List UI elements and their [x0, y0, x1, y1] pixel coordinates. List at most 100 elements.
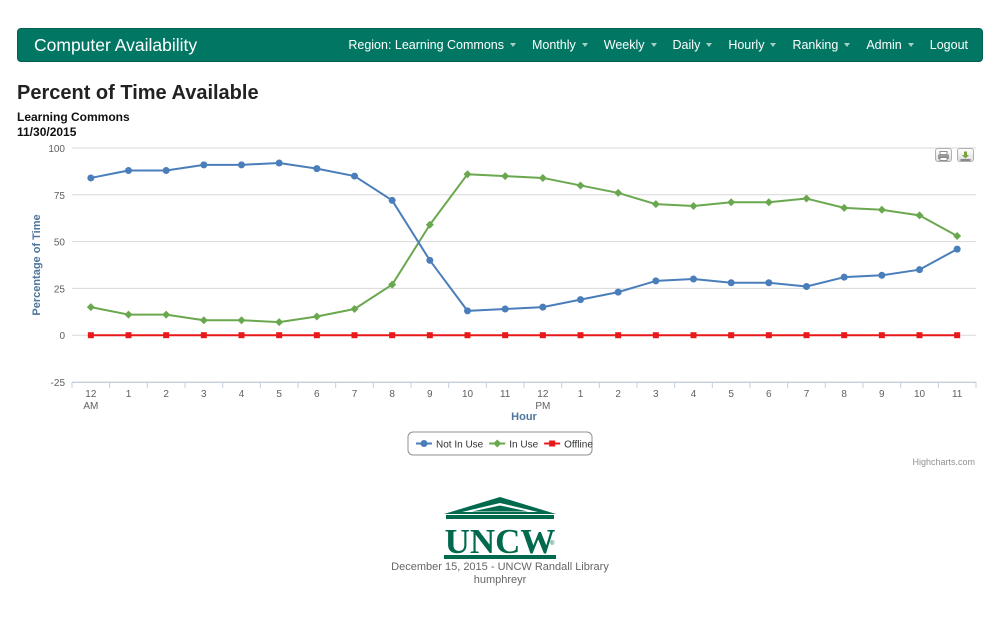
x-tick-label: 1	[578, 389, 584, 400]
data-point	[916, 332, 923, 339]
data-point	[163, 332, 170, 339]
data-point	[840, 203, 849, 212]
data-point	[312, 312, 321, 321]
data-point	[87, 174, 95, 182]
nav-weekly-label: Weekly	[603, 38, 645, 52]
data-point	[388, 280, 397, 289]
top-navbar: Computer Availability Region: Learning C…	[17, 28, 983, 62]
data-point	[426, 332, 433, 339]
data-point	[275, 318, 284, 327]
x-tick-label: 3	[653, 389, 659, 400]
report-date: 11/30/2015	[17, 125, 77, 139]
data-point	[841, 332, 848, 339]
x-tick-label: 8	[841, 389, 847, 400]
x-tick-label: 9	[427, 389, 433, 400]
data-point	[351, 332, 358, 339]
data-point	[727, 279, 735, 287]
nav-hourly-dropdown[interactable]: Hourly	[728, 38, 777, 52]
nav-weekly-dropdown[interactable]: Weekly	[604, 38, 657, 52]
y-tick-label: 100	[48, 144, 65, 155]
legend-label[interactable]: Not In Use	[436, 440, 484, 451]
data-point	[238, 161, 245, 169]
data-point	[690, 332, 697, 339]
data-point	[237, 316, 246, 325]
y-tick-label: 25	[54, 284, 66, 295]
app-brand[interactable]: Computer Availability	[34, 35, 198, 55]
logo-wordmark: UNCW	[445, 522, 556, 561]
data-point	[464, 332, 471, 339]
data-point	[916, 266, 923, 274]
x-tick-label: 6	[314, 389, 320, 400]
nav-admin-dropdown[interactable]: Admin	[866, 38, 914, 52]
export-chart-button[interactable]	[957, 148, 974, 162]
uncw-logo: UNCW ®	[444, 497, 556, 561]
data-point	[727, 198, 736, 207]
data-point	[802, 194, 811, 203]
data-point	[388, 196, 396, 204]
nav-daily-dropdown[interactable]: Daily	[673, 38, 713, 52]
data-point	[200, 332, 207, 339]
nav-logout-link[interactable]: Logout	[930, 38, 968, 52]
caret-down-icon	[770, 43, 777, 47]
x-tick-label: 2	[163, 389, 169, 400]
nav-monthly-dropdown[interactable]: Monthly	[532, 38, 588, 52]
data-point	[162, 166, 170, 174]
printer-icon	[938, 151, 949, 161]
data-point	[124, 310, 133, 319]
nav-monthly-label: Monthly	[531, 38, 576, 52]
region-subtitle: Learning Commons	[17, 110, 130, 124]
data-point	[577, 332, 584, 339]
x-tick-label: 5	[276, 389, 282, 400]
nav-admin-label: Admin	[866, 38, 902, 52]
data-point	[200, 161, 208, 169]
legend-label[interactable]: Offline	[564, 440, 593, 451]
x-tick-label: 1	[126, 389, 132, 400]
data-point	[275, 159, 283, 167]
x-tick-label: 8	[389, 389, 395, 400]
data-point	[953, 231, 962, 240]
nav-region-label: Region: Learning Commons	[348, 38, 504, 52]
x-tick-label: 7	[352, 389, 358, 400]
nav-region-dropdown[interactable]: Region: Learning Commons	[348, 38, 516, 52]
data-point	[728, 332, 735, 339]
x-tick-label: 4	[239, 389, 245, 400]
data-point	[86, 303, 95, 312]
logo-registered-mark: ®	[550, 540, 555, 547]
data-point	[125, 166, 132, 174]
data-point	[539, 303, 547, 311]
x-tick-label: 4	[691, 389, 697, 400]
y-tick-label: 75	[54, 191, 66, 202]
data-point	[689, 202, 698, 211]
x-tick-label: PM	[535, 401, 550, 412]
data-point	[954, 332, 961, 339]
nav-logout-label: Logout	[929, 38, 968, 52]
x-tick-label: 12	[537, 389, 549, 400]
data-point	[577, 296, 584, 304]
data-point	[652, 277, 660, 285]
download-icon	[960, 151, 971, 161]
caret-down-icon	[650, 43, 657, 47]
legend-label[interactable]: In Use	[509, 440, 538, 451]
x-tick-label: 12	[85, 389, 97, 400]
data-point	[125, 332, 132, 339]
legend-marker	[549, 440, 556, 447]
page-footer: UNCW ® December 15, 2015 - UNCW Randall …	[0, 495, 1000, 587]
print-chart-button[interactable]	[935, 148, 952, 162]
nav-ranking-dropdown[interactable]: Ranking	[792, 38, 851, 52]
data-point	[615, 332, 622, 339]
data-point	[803, 332, 810, 339]
caret-down-icon	[581, 43, 588, 47]
data-point	[953, 245, 961, 253]
data-point	[199, 316, 208, 325]
legend-marker	[420, 440, 428, 447]
data-point	[351, 172, 358, 180]
x-tick-label: 5	[728, 389, 734, 400]
x-tick-label: 6	[766, 389, 772, 400]
data-point	[501, 305, 509, 313]
data-point	[426, 256, 434, 264]
page-title: Percent of Time Available	[17, 82, 259, 104]
caret-down-icon	[844, 43, 851, 47]
data-point	[313, 332, 320, 339]
data-point	[803, 283, 810, 291]
highcharts-credits-link[interactable]: Highcharts.com	[912, 457, 975, 467]
